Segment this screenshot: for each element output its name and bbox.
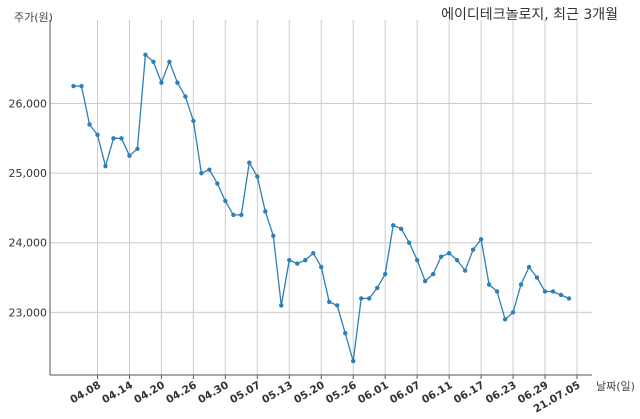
data-point — [255, 174, 260, 179]
data-point — [127, 153, 132, 158]
data-point — [351, 358, 356, 364]
data-point — [207, 167, 212, 172]
x-tick-label: 06.11 — [420, 379, 455, 406]
data-point — [382, 271, 388, 277]
x-tick-label: 05.13 — [260, 379, 295, 406]
data-point — [159, 80, 164, 85]
data-point — [414, 257, 420, 263]
data-point — [454, 257, 460, 263]
data-point — [558, 292, 564, 298]
data-point — [87, 122, 92, 127]
x-tick-label: 04.20 — [132, 379, 167, 406]
data-point — [319, 264, 324, 270]
x-tick-label: 06.01 — [356, 379, 391, 406]
data-point — [438, 254, 444, 259]
x-tick-label: 04.14 — [100, 379, 135, 406]
x-tick-label: 04.30 — [196, 379, 231, 406]
data-point — [367, 296, 372, 301]
y-tick-label: 24,000 — [9, 237, 48, 250]
data-point — [510, 310, 516, 315]
data-point — [223, 198, 228, 204]
data-point — [151, 59, 156, 64]
data-point — [135, 146, 140, 151]
x-tick-label: 05.07 — [228, 379, 263, 406]
data-point — [430, 271, 436, 277]
x-tick-label: 04.26 — [164, 379, 199, 406]
data-point — [526, 264, 532, 270]
data-point — [263, 209, 268, 214]
data-point — [79, 83, 84, 89]
x-tick-label: 06.17 — [452, 379, 487, 406]
data-point — [478, 237, 484, 242]
data-point — [462, 268, 468, 273]
data-point — [335, 303, 340, 308]
x-tick-label: 04.08 — [68, 379, 103, 406]
data-point — [199, 170, 204, 176]
data-point — [191, 118, 196, 124]
data-point — [271, 233, 276, 238]
y-tick-label: 25,000 — [9, 167, 48, 180]
data-point — [175, 80, 180, 85]
data-point — [534, 275, 540, 280]
data-point — [167, 59, 172, 64]
data-point — [215, 181, 220, 186]
data-point — [247, 160, 252, 165]
x-tick-label: 05.26 — [324, 379, 359, 406]
data-point — [343, 331, 348, 336]
data-point — [542, 289, 548, 294]
x-tick-label: 06.23 — [484, 379, 519, 406]
data-point — [359, 296, 364, 301]
data-point — [494, 289, 500, 294]
chart-title: 에이디테크놀로지, 최근 3개월 — [441, 7, 618, 23]
x-axis-label: 날짜(일) — [596, 380, 635, 393]
data-point — [406, 240, 412, 245]
data-point — [398, 226, 404, 232]
data-point — [111, 136, 116, 141]
data-point — [374, 285, 380, 291]
data-point — [95, 132, 100, 138]
data-point — [279, 303, 284, 308]
data-point — [287, 257, 292, 263]
data-point — [422, 278, 428, 284]
data-point — [71, 83, 76, 89]
x-tick-label: 06.07 — [388, 379, 423, 406]
y-axis-label: 주가(원) — [14, 11, 53, 24]
data-point — [183, 94, 188, 99]
x-tick-label: 05.20 — [292, 379, 327, 406]
data-point — [518, 282, 524, 287]
data-point — [486, 282, 492, 287]
data-point — [143, 52, 148, 58]
data-point — [239, 212, 244, 218]
data-point — [390, 223, 396, 228]
data-point — [550, 289, 556, 294]
y-tick-label: 26,000 — [9, 98, 48, 111]
data-point — [295, 261, 300, 266]
data-point — [119, 136, 124, 141]
y-tick-label: 23,000 — [9, 306, 48, 319]
data-point — [470, 247, 476, 252]
data-point — [566, 296, 572, 301]
data-point — [231, 212, 236, 218]
data-point — [103, 163, 108, 169]
data-point — [303, 257, 308, 263]
data-point — [311, 250, 316, 256]
data-point — [446, 250, 452, 256]
data-point — [502, 317, 508, 322]
data-point — [327, 299, 332, 305]
